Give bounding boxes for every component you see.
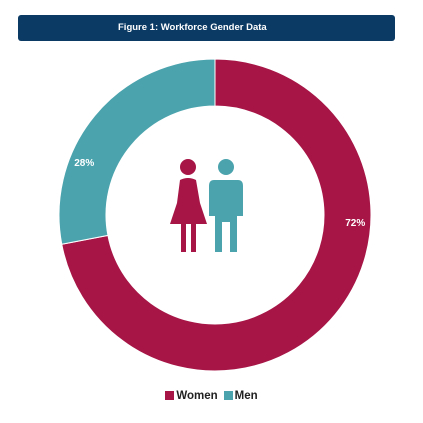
legend-item-women: Women [165, 390, 218, 402]
legend-label-women: Women [176, 390, 218, 402]
woman-figure-icon [170, 159, 207, 252]
donut-slices [58, 58, 372, 372]
data-label-men: 28% [74, 158, 94, 169]
slice-labels: 72% 28% [74, 158, 365, 229]
legend-swatch-men [223, 391, 233, 400]
man-figure-icon [209, 159, 243, 252]
legend-swatch-women [165, 391, 175, 400]
women-and-men-figures-icon [170, 159, 243, 252]
chart-legend: Women Men [0, 390, 423, 402]
slice-men [58, 58, 216, 245]
legend-label-men: Men [234, 390, 258, 402]
slice-women [61, 58, 372, 372]
legend-item-men: Men [223, 390, 258, 402]
data-label-women: 72% [345, 218, 365, 229]
chart-title: Figure 1: Workforce Gender Data [18, 15, 395, 41]
